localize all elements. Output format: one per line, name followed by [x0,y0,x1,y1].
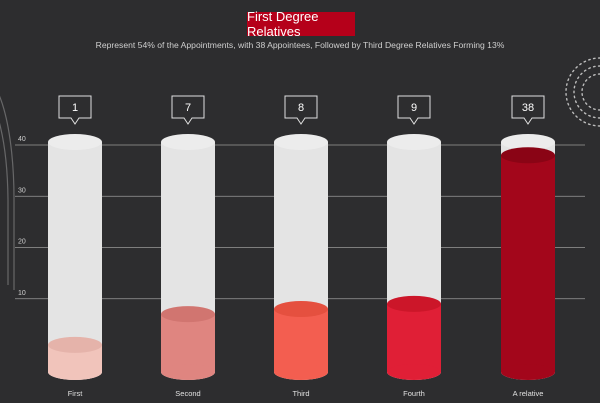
value-callout [511,95,545,125]
cylinder-top [48,134,102,150]
y-tick-label: 30 [18,187,26,194]
bar-bottom [161,364,215,380]
bar-group: 38 A relative [501,95,555,398]
bar-bottom [48,364,102,380]
cylinder-top [274,134,328,150]
bar [274,309,328,372]
bar-group: 1 First [48,95,102,398]
value-label: 1 [72,102,78,114]
bar-bottom [387,364,441,380]
category-label: Second [175,389,200,398]
chart-subtitle: Represent 54% of the Appointments, with … [95,40,505,50]
value-label: 7 [185,102,191,114]
bar-bottom [274,364,328,380]
value-label: 8 [298,102,304,114]
bar-top [48,336,102,353]
value-callout [171,95,205,125]
bar [501,155,555,372]
bar-bottom [501,364,555,380]
bar [161,314,215,372]
y-tick-label: 40 [18,136,26,143]
bar-group: 9 Fourth [387,95,441,398]
y-tick-label: 10 [18,290,26,297]
cylinder-body [48,142,102,372]
value-callout [397,95,431,125]
bar-top [274,301,328,317]
decoration-left-arc [0,95,15,290]
cylinder-top [501,134,555,150]
category-label: Third [292,389,309,398]
bar-group: 8 Third [274,95,328,398]
decoration-dotted-arcs [565,57,600,127]
category-label: Fourth [403,389,425,398]
cylinder-top [387,134,441,150]
value-label: 9 [411,102,417,114]
bar-top [501,147,555,164]
bar-top [161,306,215,323]
cylinder-top [161,134,215,150]
value-callout [58,95,92,125]
bar [387,303,441,372]
y-tick-label: 20 [18,239,26,246]
value-label: 38 [522,102,534,114]
chart-title: First Degree Relatives [247,9,355,39]
category-label: A relative [513,389,544,398]
category-label: First [68,389,83,398]
bar-group: 7 Second [161,95,215,398]
value-callout [284,95,318,125]
bar-top [387,295,441,312]
